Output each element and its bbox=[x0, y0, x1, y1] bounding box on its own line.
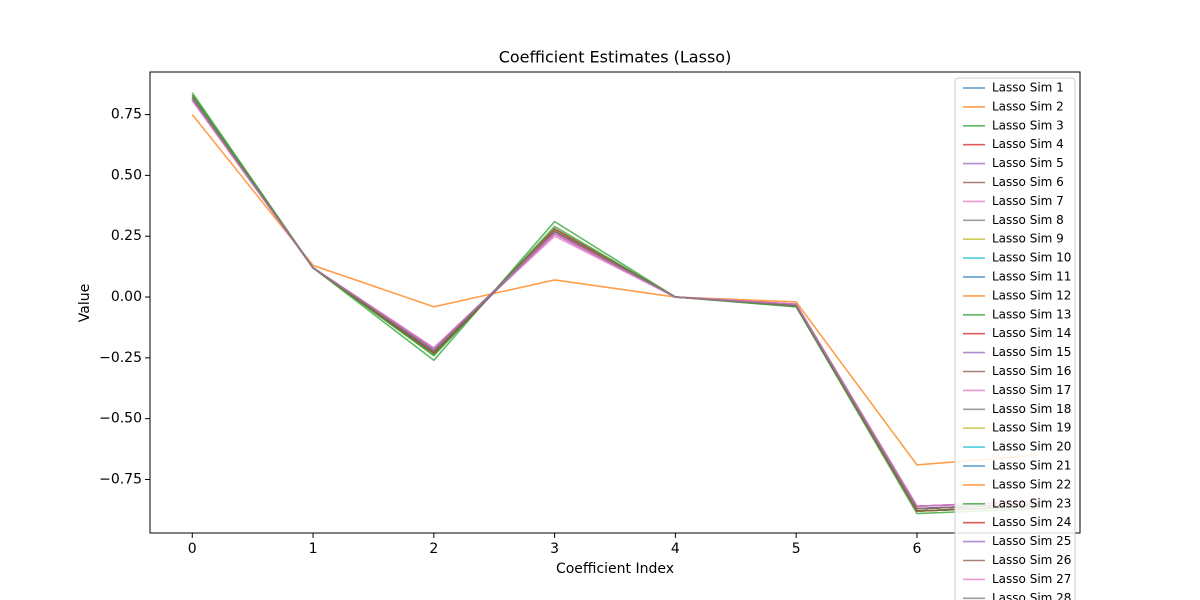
x-tick-label: 3 bbox=[550, 541, 559, 557]
legend-label: Lasso Sim 19 bbox=[992, 421, 1071, 435]
legend-label: Lasso Sim 9 bbox=[992, 232, 1064, 246]
x-tick-label: 5 bbox=[792, 541, 801, 557]
legend-label: Lasso Sim 17 bbox=[992, 383, 1071, 397]
x-tick-label: 1 bbox=[309, 541, 318, 557]
legend-label: Lasso Sim 24 bbox=[992, 515, 1071, 529]
plot-frame bbox=[149, 71, 1081, 534]
legend-label: Lasso Sim 15 bbox=[992, 345, 1071, 359]
legend-label: Lasso Sim 2 bbox=[992, 99, 1064, 113]
x-tick-label: 0 bbox=[188, 541, 197, 557]
y-tick-label: 0.50 bbox=[111, 167, 142, 183]
y-tick-label: −0.75 bbox=[99, 471, 142, 487]
y-tick-label: −0.25 bbox=[99, 350, 142, 366]
chart-title: Coefficient Estimates (Lasso) bbox=[499, 48, 732, 67]
legend-label: Lasso Sim 1 bbox=[992, 81, 1064, 95]
legend-label: Lasso Sim 23 bbox=[992, 496, 1071, 510]
y-tick-label: 0.75 bbox=[111, 107, 142, 123]
legend-label: Lasso Sim 27 bbox=[992, 572, 1071, 586]
x-tick-label: 6 bbox=[912, 541, 921, 557]
legend-label: Lasso Sim 10 bbox=[992, 251, 1071, 265]
legend-label: Lasso Sim 25 bbox=[992, 534, 1071, 548]
legend-label: Lasso Sim 12 bbox=[992, 288, 1071, 302]
legend-label: Lasso Sim 26 bbox=[992, 553, 1071, 567]
legend-label: Lasso Sim 6 bbox=[992, 175, 1064, 189]
legend-box bbox=[954, 77, 1076, 600]
x-tick-label: 4 bbox=[671, 541, 680, 557]
series-line bbox=[191, 97, 1038, 510]
legend-label: Lasso Sim 13 bbox=[992, 307, 1071, 321]
legend: Lasso Sim 1 Lasso Sim 2 Lasso Sim 3 Lasso S… bbox=[954, 77, 1076, 600]
legend-label: Lasso Sim 14 bbox=[992, 326, 1071, 340]
series-line bbox=[191, 114, 1038, 466]
legend-label: Lasso Sim 11 bbox=[992, 270, 1071, 284]
legend-label: Lasso Sim 28 bbox=[992, 591, 1071, 600]
legend-label: Lasso Sim 4 bbox=[992, 137, 1064, 151]
legend-label: Lasso Sim 8 bbox=[992, 213, 1064, 227]
y-axis-label: Value bbox=[77, 284, 93, 322]
y-tick-label: 0.25 bbox=[111, 228, 142, 244]
y-tick-label: 0.00 bbox=[111, 289, 142, 305]
legend-label: Lasso Sim 20 bbox=[992, 440, 1071, 454]
legend-label: Lasso Sim 3 bbox=[992, 118, 1064, 132]
legend-label: Lasso Sim 5 bbox=[992, 156, 1064, 170]
legend-label: Lasso Sim 18 bbox=[992, 402, 1071, 416]
x-axis-label: Coefficient Index bbox=[556, 561, 674, 577]
x-tick-label: 2 bbox=[429, 541, 438, 557]
legend-label: Lasso Sim 21 bbox=[992, 459, 1071, 473]
legend-label: Lasso Sim 7 bbox=[992, 194, 1064, 208]
legend-label: Lasso Sim 22 bbox=[992, 477, 1071, 491]
y-tick-label: −0.50 bbox=[99, 411, 142, 427]
legend-label: Lasso Sim 16 bbox=[992, 364, 1071, 378]
